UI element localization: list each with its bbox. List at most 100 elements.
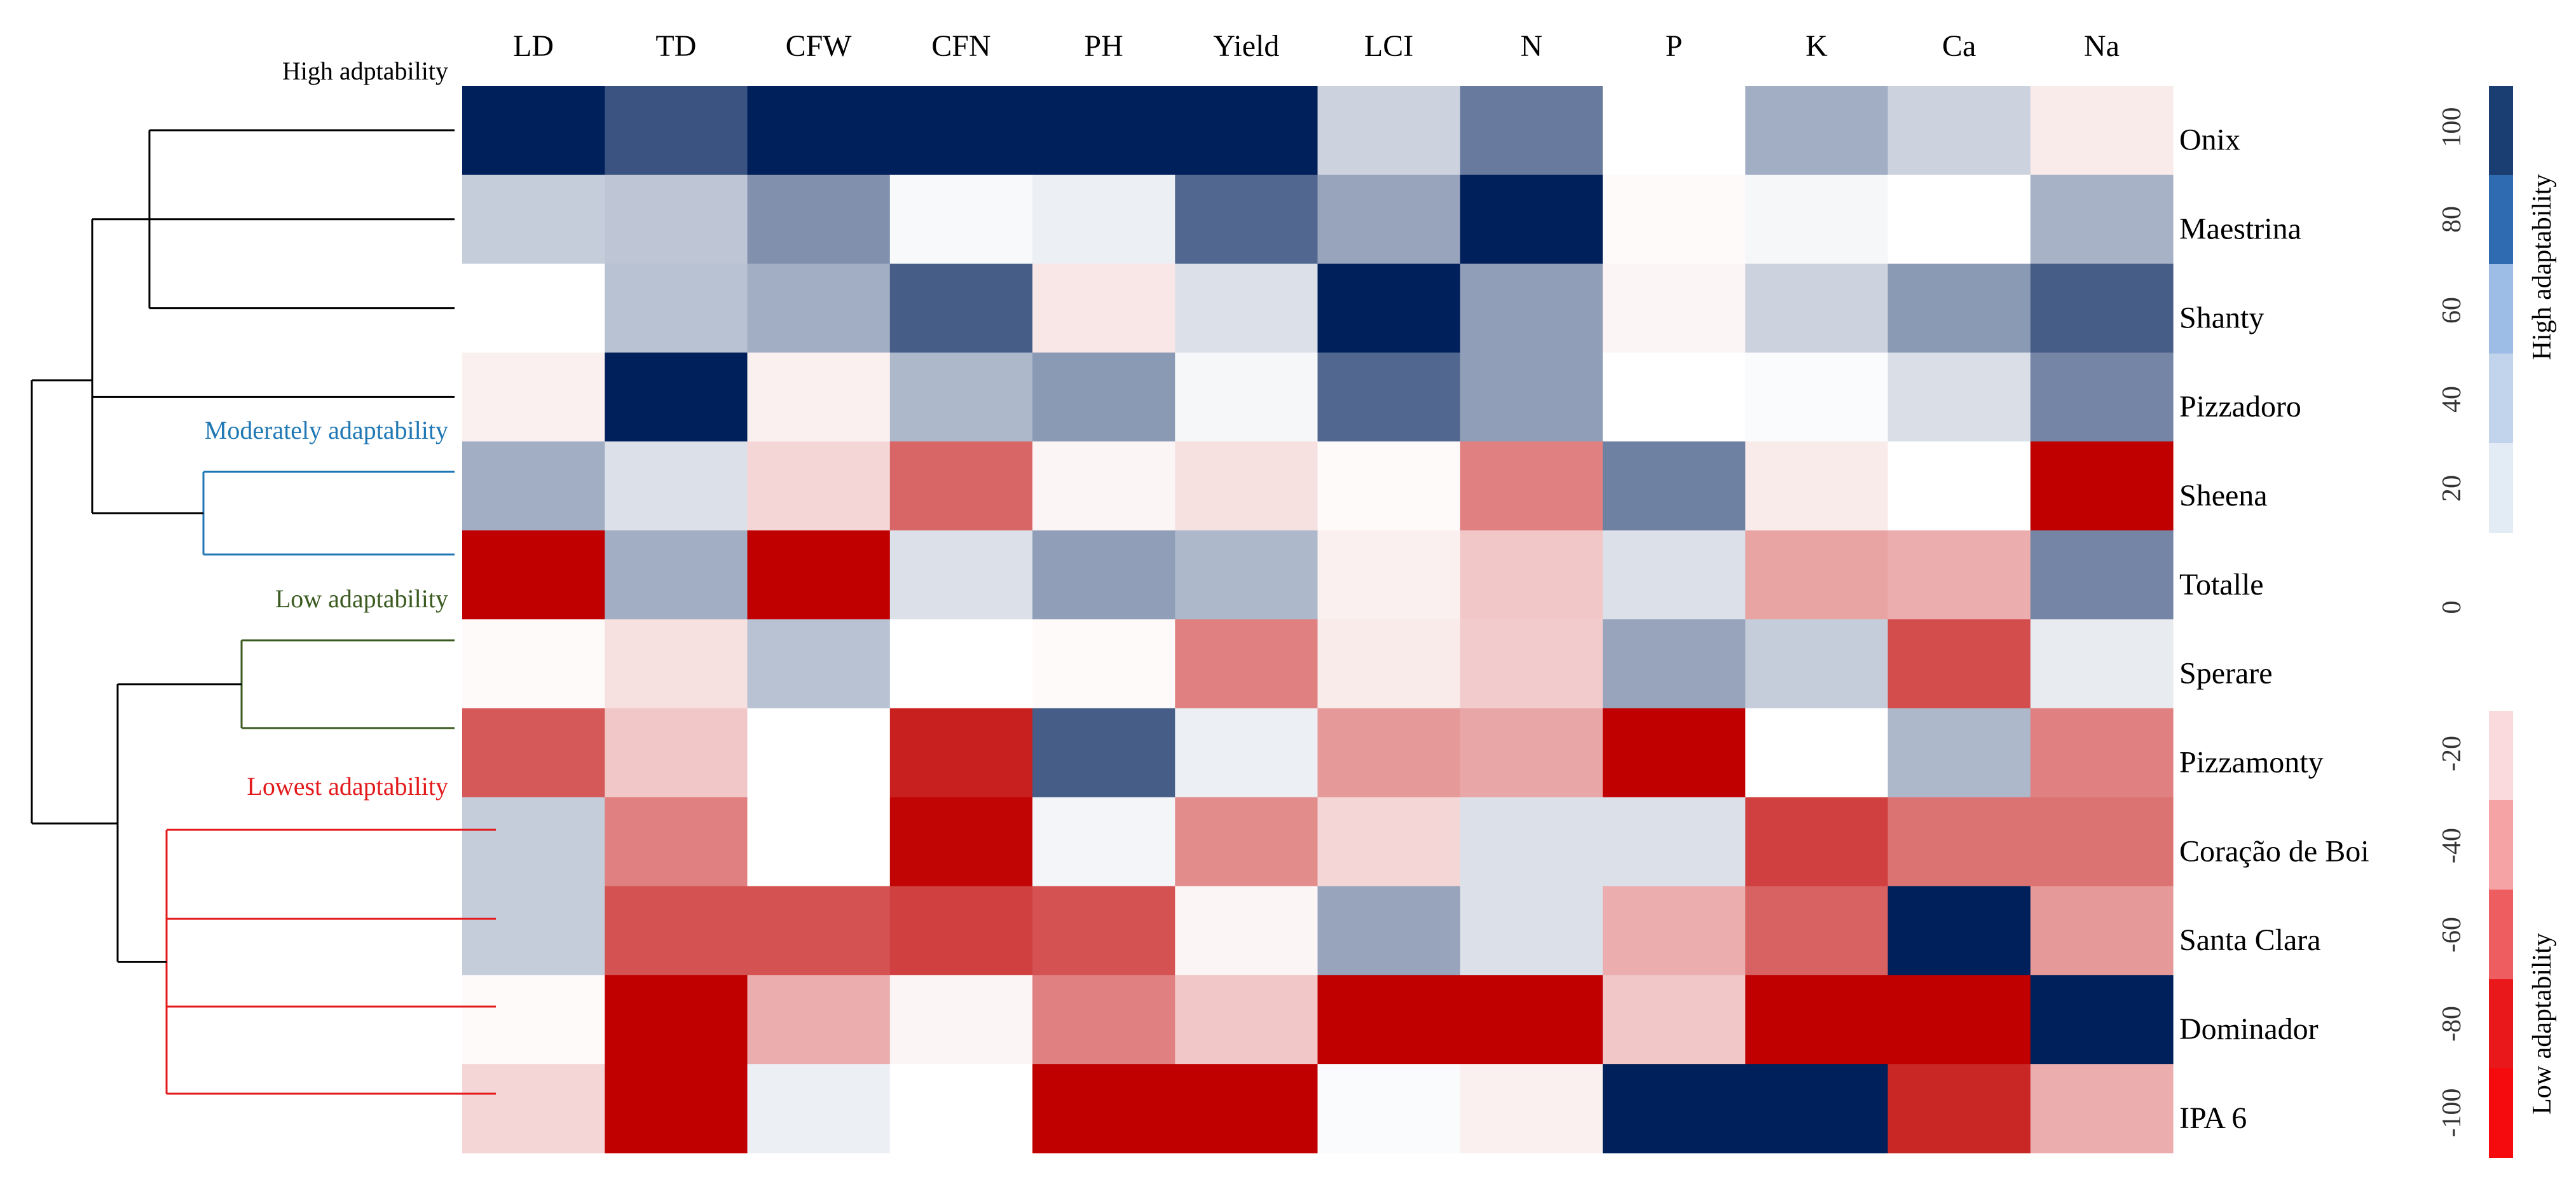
- legend-tick: 60: [2437, 297, 2467, 324]
- heatmap-cell: [1175, 886, 1319, 975]
- heatmap-cell: [889, 619, 1033, 709]
- heatmap-cell: [747, 886, 891, 975]
- legend-swatch-low: [2489, 979, 2513, 1069]
- heatmap-cell: [1887, 1064, 2031, 1153]
- heatmap-cell: [1032, 886, 1175, 975]
- heatmap-cell: [1032, 708, 1175, 798]
- heatmap-cell: [889, 263, 1033, 354]
- heatmap-cell: [462, 352, 605, 442]
- heatmap-cell: [889, 352, 1033, 442]
- heatmap-cell: [2030, 797, 2174, 887]
- legend-swatch-high: [2489, 354, 2513, 443]
- column-label: LD: [513, 29, 554, 63]
- legend-swatch-high: [2489, 175, 2513, 265]
- legend-tick: -80: [2437, 1006, 2467, 1042]
- heatmap-cell: [1317, 797, 1461, 887]
- legend-title-high: High adaptability: [2528, 174, 2557, 361]
- heatmap-cell: [1032, 174, 1175, 265]
- heatmap-cell: [1745, 263, 1889, 354]
- heatmap-cell: [1175, 797, 1319, 887]
- legend-swatch-high: [2489, 443, 2513, 533]
- heatmap-cell: [1745, 708, 1889, 798]
- group-label: Lowest adaptability: [247, 772, 448, 801]
- heatmap-cell: [889, 886, 1033, 975]
- legend-tick: 0: [2437, 601, 2467, 614]
- legend-swatch-high: [2489, 264, 2513, 354]
- heatmap-cell: [1887, 975, 2031, 1064]
- heatmap-cell: [1317, 1064, 1461, 1153]
- heatmap-cell: [1175, 86, 1319, 176]
- legend-tick: 20: [2437, 475, 2467, 502]
- heatmap-cell: [2030, 263, 2174, 354]
- heatmap-cell: [1603, 619, 1746, 709]
- heatmap-cell: [462, 530, 605, 620]
- heatmap-cell: [1317, 708, 1461, 798]
- heatmap-cell: [462, 86, 605, 176]
- row-label: Sperare: [2179, 657, 2273, 691]
- heatmap-cell: [1603, 352, 1746, 442]
- heatmap-cell: [1317, 530, 1461, 620]
- heatmap-cell: [1460, 975, 1603, 1064]
- heatmap-cell: [1887, 174, 2031, 265]
- heatmap-cell: [747, 263, 891, 354]
- heatmap-cell: [1603, 797, 1746, 887]
- legend-tick: 100: [2437, 107, 2467, 148]
- group-label: Moderately adaptability: [205, 416, 448, 444]
- heatmap-cell: [1887, 797, 2031, 887]
- column-label: P: [1666, 29, 1683, 63]
- heatmap-cell: [1887, 886, 2031, 975]
- heatmap-cell: [2030, 441, 2174, 531]
- legend-tick: 80: [2437, 206, 2467, 233]
- heatmap-cell: [462, 174, 605, 265]
- heatmap-cell: [1603, 975, 1746, 1064]
- heatmap-cell: [1603, 174, 1746, 265]
- legend-tick: -60: [2437, 917, 2467, 953]
- heatmap-cell: [1317, 619, 1461, 709]
- heatmap-cell: [2030, 174, 2174, 265]
- heatmap-cell: [462, 886, 605, 975]
- heatmap-cell: [462, 263, 605, 354]
- heatmap-cell: [1175, 441, 1319, 531]
- column-label: CFW: [786, 29, 853, 63]
- heatmap-cell: [1887, 708, 2031, 798]
- heatmap-cell: [462, 797, 605, 887]
- column-label: TD: [655, 29, 696, 63]
- heatmap-cell: [1175, 352, 1319, 442]
- row-label: Pizzadoro: [2179, 390, 2301, 423]
- heatmap-cell: [1175, 263, 1319, 354]
- heatmap-cell: [605, 708, 748, 798]
- group-label: High adptability: [282, 57, 448, 85]
- heatmap-cell: [1745, 174, 1889, 265]
- heatmap-cell: [1032, 86, 1175, 176]
- heatmap-cell: [1603, 263, 1746, 354]
- heatmap-cell: [462, 708, 605, 798]
- heatmap-cell: [1460, 352, 1603, 442]
- row-label: Pizzamonty: [2179, 746, 2324, 780]
- heatmap-cell: [889, 174, 1033, 265]
- heatmap-cell: [1603, 708, 1746, 798]
- group-label: Low adaptability: [275, 584, 448, 613]
- heatmap-cell: [1887, 86, 2031, 176]
- heatmap-cell: [1032, 263, 1175, 354]
- heatmap-cell: [1032, 797, 1175, 887]
- heatmap-cell: [1317, 352, 1461, 442]
- heatmap-cell: [747, 530, 891, 620]
- heatmap-cell: [2030, 86, 2174, 176]
- heatmap-cell: [2030, 619, 2174, 709]
- heatmap-cell: [1603, 441, 1746, 531]
- column-label: K: [1805, 29, 1828, 63]
- heatmap-cell: [2030, 708, 2174, 798]
- heatmap-cell: [1745, 975, 1889, 1064]
- heatmap-cell: [605, 619, 748, 709]
- heatmap-cell: [1175, 975, 1319, 1064]
- heatmap-cell: [747, 174, 891, 265]
- heatmap-cell: [1032, 352, 1175, 442]
- row-label: Totalle: [2179, 568, 2264, 602]
- legend-tick: -100: [2437, 1089, 2467, 1138]
- heatmap-cell: [605, 352, 748, 442]
- heatmap-cell: [462, 1064, 605, 1153]
- heatmap-cell: [889, 975, 1033, 1064]
- heatmap-cell: [889, 86, 1033, 176]
- heatmap-cell: [747, 708, 891, 798]
